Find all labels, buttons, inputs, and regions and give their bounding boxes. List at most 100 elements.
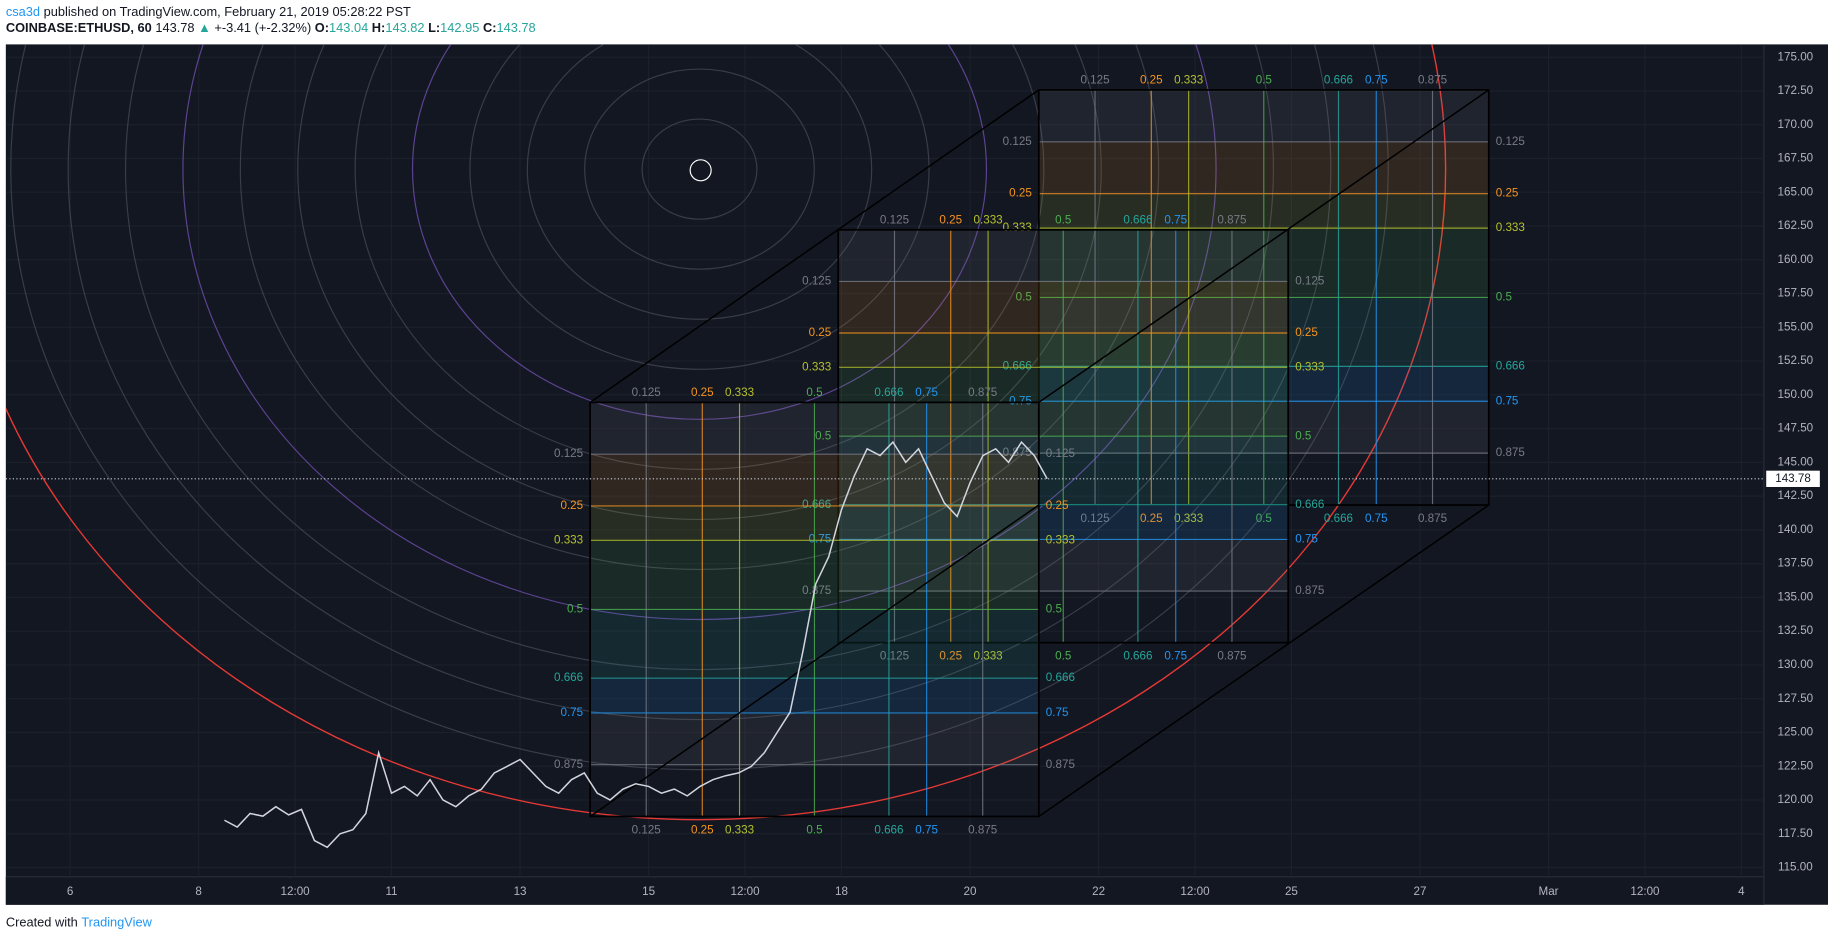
symbol: COINBASE:ETHUSD, 60 bbox=[6, 21, 152, 36]
fib-label: 0.25 bbox=[1496, 187, 1519, 200]
fib-label: 0.333 bbox=[725, 386, 754, 399]
fib-label: 0.5 bbox=[815, 429, 831, 442]
fib-label: 0.875 bbox=[802, 584, 831, 597]
fib-label: 0.75 bbox=[915, 386, 938, 399]
change: +-3.41 (+-2.32%) bbox=[214, 21, 311, 36]
fib-label: 0.875 bbox=[1295, 584, 1324, 597]
price-line bbox=[224, 440, 1048, 849]
fib-label: 0.5 bbox=[1295, 429, 1311, 442]
x-tick-label: 12:00 bbox=[1180, 885, 1210, 898]
fib-label: 0.666 bbox=[1496, 359, 1525, 372]
fib-circle bbox=[297, 44, 1102, 520]
fib-label: 0.25 bbox=[1009, 187, 1032, 200]
fib-label: 0.333 bbox=[725, 824, 754, 837]
fib-label: 0.75 bbox=[1009, 394, 1032, 407]
fib-label: 0.25 bbox=[939, 214, 962, 227]
ohlc-label: O: bbox=[315, 21, 329, 36]
x-tick-label: 4 bbox=[1738, 885, 1745, 898]
fib-label: 0.25 bbox=[809, 326, 832, 339]
cube-edge bbox=[589, 89, 1040, 404]
ohlc-value: 143.82 bbox=[385, 21, 424, 36]
fib-label: 0.5 bbox=[1055, 650, 1071, 663]
fib-label: 0.666 bbox=[1003, 359, 1032, 372]
y-tick-label: 170.00 bbox=[1778, 118, 1814, 131]
x-tick-label: 15 bbox=[642, 885, 655, 898]
fib-label: 0.75 bbox=[1164, 214, 1187, 227]
symbol-line: COINBASE:ETHUSD, 60 143.78 ▲ +-3.41 (+-2… bbox=[6, 21, 536, 36]
y-tick-label: 147.50 bbox=[1778, 422, 1814, 435]
fib-label: 0.25 bbox=[691, 386, 714, 399]
fib-label: 0.125 bbox=[1295, 274, 1324, 287]
user[interactable]: csa3d bbox=[6, 4, 40, 19]
y-tick-label: 175.00 bbox=[1778, 50, 1814, 63]
y-tick-label: 132.50 bbox=[1778, 624, 1814, 637]
fib-label: 0.875 bbox=[1003, 446, 1032, 459]
fib-label: 0.25 bbox=[1295, 326, 1318, 339]
fib-circle bbox=[526, 44, 873, 320]
fib-label: 0.5 bbox=[806, 386, 822, 399]
y-tick-label: 145.00 bbox=[1778, 455, 1814, 468]
fib-label: 0.125 bbox=[554, 447, 583, 460]
fib-label: 0.875 bbox=[968, 824, 997, 837]
fib-label: 0.25 bbox=[560, 499, 583, 512]
x-tick-label: 6 bbox=[67, 885, 73, 898]
x-tick-label: 12:00 bbox=[1630, 885, 1660, 898]
fib-label: 0.125 bbox=[802, 274, 831, 287]
fib-circle bbox=[641, 118, 758, 220]
fib-label: 0.5 bbox=[1256, 74, 1272, 87]
y-tick-label: 172.50 bbox=[1778, 84, 1814, 97]
fib-label: 0.125 bbox=[632, 386, 661, 399]
y-tick-label: 155.00 bbox=[1778, 320, 1814, 333]
fib-label: 0.25 bbox=[1140, 74, 1163, 87]
y-tick-label: 162.50 bbox=[1778, 219, 1814, 232]
x-tick-label: 27 bbox=[1414, 885, 1427, 898]
x-tick-label: 18 bbox=[835, 885, 848, 898]
y-tick-label: 130.00 bbox=[1778, 658, 1814, 671]
ohlc-label: C: bbox=[483, 21, 497, 36]
fib-circle bbox=[182, 44, 1217, 620]
fib-label: 0.333 bbox=[1174, 512, 1203, 525]
fib-label: 0.666 bbox=[554, 671, 583, 684]
fib-label: 0.333 bbox=[1295, 360, 1324, 373]
fib-box bbox=[589, 401, 1040, 818]
brand[interactable]: TradingView bbox=[81, 915, 152, 930]
fib-label: 0.5 bbox=[1055, 214, 1071, 227]
x-tick-label: 11 bbox=[385, 885, 397, 898]
fib-label: 0.875 bbox=[1496, 446, 1525, 459]
fib-label: 0.125 bbox=[1080, 74, 1109, 87]
y-tick-label: 120.00 bbox=[1778, 793, 1814, 806]
fib-label: 0.5 bbox=[1046, 603, 1062, 616]
fib-circle bbox=[10, 44, 1389, 771]
y-tick-label: 137.50 bbox=[1778, 557, 1814, 570]
fib-label: 0.25 bbox=[939, 650, 962, 663]
fib-label: 0.75 bbox=[915, 824, 938, 837]
time-axis bbox=[5, 876, 1764, 905]
created: Created with bbox=[6, 915, 78, 930]
fib-label: 0.5 bbox=[567, 603, 583, 616]
cursor-circle bbox=[689, 159, 712, 182]
fib-label: 0.333 bbox=[1046, 533, 1075, 546]
fib-label: 0.25 bbox=[1140, 512, 1163, 525]
last-price-label: 143.78 bbox=[1775, 472, 1811, 485]
fib-label: 0.666 bbox=[874, 824, 903, 837]
fib-label: 0.666 bbox=[802, 498, 831, 511]
fib-circle bbox=[125, 44, 1274, 670]
fib-label: 0.875 bbox=[968, 386, 997, 399]
fib-label: 0.666 bbox=[874, 386, 903, 399]
fib-circle bbox=[584, 68, 815, 270]
x-tick-label: 13 bbox=[514, 885, 527, 898]
cube-edge bbox=[1038, 504, 1490, 818]
fib-circle bbox=[67, 44, 1332, 720]
fib-label: 0.333 bbox=[554, 533, 583, 546]
y-tick-label: 140.00 bbox=[1778, 523, 1814, 536]
fib-label: 0.125 bbox=[880, 214, 909, 227]
fib-label: 0.125 bbox=[1496, 135, 1525, 148]
fib-label: 0.75 bbox=[1295, 533, 1318, 546]
fib-label: 0.333 bbox=[974, 650, 1003, 663]
x-tick-label: 12:00 bbox=[730, 885, 760, 898]
fib-circle bbox=[412, 44, 987, 420]
fib-label: 0.666 bbox=[1123, 650, 1152, 663]
fib-label: 0.125 bbox=[880, 650, 909, 663]
y-tick-label: 127.50 bbox=[1778, 692, 1814, 705]
